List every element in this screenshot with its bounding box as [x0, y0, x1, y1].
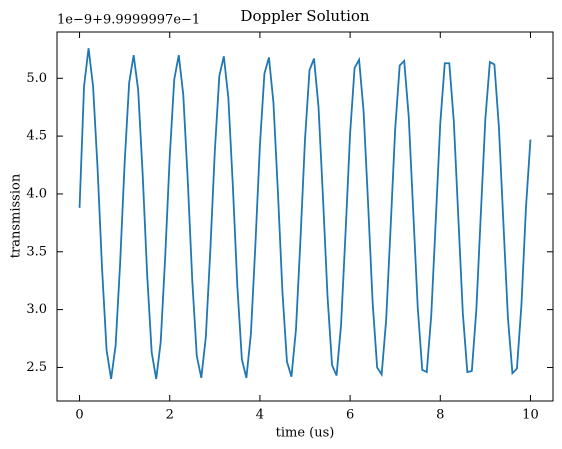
y-tick-label: 4.0: [26, 186, 47, 201]
x-tick-label: 6: [346, 408, 354, 423]
chart-title: Doppler Solution: [240, 7, 369, 25]
y-tick-label: 5.0: [26, 71, 47, 86]
y-tick-label: 4.5: [26, 129, 47, 144]
y-tick-label: 3.0: [26, 302, 47, 317]
x-tick-label: 4: [256, 408, 264, 423]
data-line: [78, 48, 532, 380]
x-axis-label: time (us): [276, 426, 335, 441]
y-tick-label: 2.5: [26, 360, 47, 375]
axes-frame: [56, 31, 554, 402]
offset-text: 1e−9+9.9999997e−1: [57, 13, 200, 28]
x-tick-label: 8: [436, 408, 444, 423]
x-tick-label: 10: [522, 408, 539, 423]
x-tick-label: 2: [166, 408, 174, 423]
y-tick-label: 3.5: [26, 244, 47, 259]
y-axis-label: transmission: [9, 173, 24, 258]
x-tick-label: 0: [75, 408, 83, 423]
